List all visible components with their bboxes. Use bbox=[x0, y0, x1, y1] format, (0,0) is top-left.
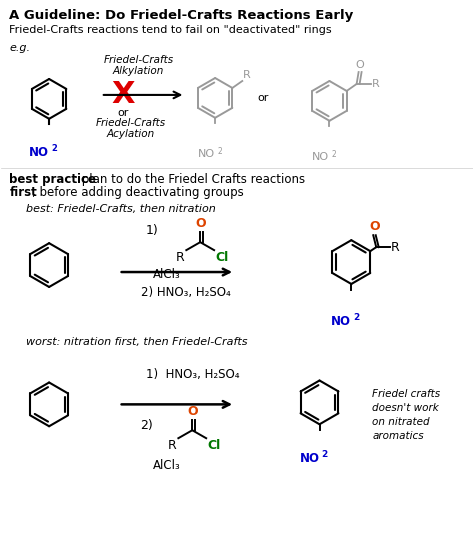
Text: 2: 2 bbox=[353, 313, 360, 322]
Text: or: or bbox=[117, 108, 128, 118]
Text: Acylation: Acylation bbox=[107, 129, 155, 139]
Text: 2) HNO₃, H₂SO₄: 2) HNO₃, H₂SO₄ bbox=[141, 286, 230, 299]
Text: 1): 1) bbox=[146, 224, 158, 237]
Text: Friedel-Crafts: Friedel-Crafts bbox=[96, 118, 166, 128]
Text: Friedel crafts
doesn't work
on nitrated
aromatics: Friedel crafts doesn't work on nitrated … bbox=[372, 390, 440, 442]
Text: 1)  HNO₃, H₂SO₄: 1) HNO₃, H₂SO₄ bbox=[146, 368, 239, 381]
Text: 2: 2 bbox=[321, 450, 328, 459]
Text: first: first bbox=[9, 187, 37, 200]
Text: : plan to do the Friedel Crafts reactions: : plan to do the Friedel Crafts reaction… bbox=[74, 173, 309, 186]
Text: or: or bbox=[257, 93, 269, 103]
Text: 2: 2 bbox=[51, 144, 57, 153]
Text: X: X bbox=[111, 80, 135, 110]
Text: Cl: Cl bbox=[207, 439, 220, 452]
Text: NO: NO bbox=[29, 146, 49, 159]
Text: best: Friedel-Crafts, then nitration: best: Friedel-Crafts, then nitration bbox=[26, 205, 216, 214]
Text: O: O bbox=[187, 405, 198, 418]
Text: 2): 2) bbox=[141, 419, 153, 432]
Text: NO: NO bbox=[312, 151, 329, 162]
Text: O: O bbox=[369, 220, 380, 233]
Text: AlCl₃: AlCl₃ bbox=[153, 459, 180, 472]
Text: worst: nitration first, then Friedel-Crafts: worst: nitration first, then Friedel-Cra… bbox=[26, 337, 248, 347]
Text: NO: NO bbox=[198, 149, 215, 159]
Text: NO: NO bbox=[331, 315, 351, 328]
Text: 2: 2 bbox=[217, 146, 222, 155]
Text: A Guideline: Do Friedel-Crafts Reactions Early: A Guideline: Do Friedel-Crafts Reactions… bbox=[9, 10, 354, 22]
Text: O: O bbox=[195, 217, 206, 230]
Text: R: R bbox=[391, 241, 400, 254]
Text: Cl: Cl bbox=[215, 251, 228, 264]
Text: R: R bbox=[243, 70, 251, 80]
Text: Alkylation: Alkylation bbox=[113, 66, 164, 76]
Text: Friedel-Crafts: Friedel-Crafts bbox=[103, 55, 173, 65]
Text: NO: NO bbox=[300, 452, 319, 465]
Text: Friedel-Crafts reactions tend to fail on "deactivated" rings: Friedel-Crafts reactions tend to fail on… bbox=[9, 25, 332, 35]
Text: R: R bbox=[372, 79, 379, 89]
Text: R: R bbox=[175, 251, 184, 264]
Text: R: R bbox=[168, 439, 176, 452]
Text: O: O bbox=[355, 60, 364, 70]
Text: , before adding deactivating groups: , before adding deactivating groups bbox=[32, 187, 244, 200]
Text: best practice: best practice bbox=[9, 173, 96, 186]
Text: 2: 2 bbox=[331, 150, 336, 159]
Text: e.g.: e.g. bbox=[9, 43, 30, 53]
Text: AlCl₃: AlCl₃ bbox=[153, 268, 180, 281]
